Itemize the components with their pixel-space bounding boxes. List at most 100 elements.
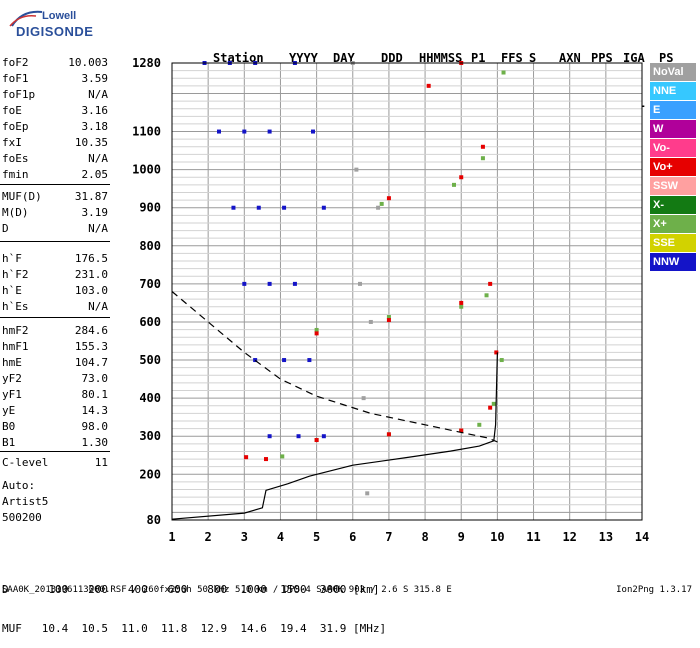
auto-line: Artist5 — [2, 495, 49, 508]
param-value: 2.05 — [81, 168, 109, 181]
echo-point — [426, 83, 431, 88]
ionogram-chart: 1 2 3 4 5 6 7 8 9 10 11 12 13 14802003004005006007008… — [132, 56, 649, 544]
echo-point — [282, 205, 287, 210]
echo-point — [459, 428, 464, 433]
param-row: h`F 176.5 — [2, 252, 108, 268]
echo-point — [491, 401, 496, 406]
y-tick-label: 200 — [139, 467, 161, 481]
header-label: PPS — [591, 51, 613, 65]
y-tick-label: 600 — [139, 315, 161, 329]
y-tick-label: 1280 — [132, 56, 161, 70]
legend-item: NNW — [650, 253, 696, 271]
echo-point — [253, 358, 258, 363]
x-tick-label: 8 — [421, 530, 428, 544]
muf-value-row: MUF 10.4 10.5 11.0 11.8 12.9 14.6 19.4 3… — [2, 622, 387, 635]
echo-point — [244, 455, 249, 460]
echo-point — [267, 434, 272, 439]
param-value: 155.3 — [74, 340, 108, 353]
param-value: 10.35 — [74, 136, 108, 149]
echo-point — [264, 457, 268, 462]
legend-item: NoVal — [650, 63, 696, 81]
echo-point — [459, 304, 464, 309]
param-key: fmin — [2, 168, 29, 181]
header-label: P1 — [471, 51, 486, 65]
x-tick-label: 5 — [313, 530, 320, 544]
param-value: N/A — [88, 222, 108, 235]
header-label: Station — [213, 51, 264, 65]
param-value: 104.7 — [74, 356, 108, 369]
legend-item: W — [650, 120, 696, 138]
param-value: 11 — [94, 456, 108, 469]
param-row: foF2 10.003 — [2, 56, 108, 72]
param-key: B1 — [2, 436, 16, 449]
y-tick-label: 900 — [139, 201, 161, 215]
param-row: foE 3.16 — [2, 104, 108, 120]
y-tick-label: 1000 — [132, 163, 161, 177]
echo-point — [267, 129, 272, 134]
param-row: C-level 11 — [2, 456, 108, 472]
x-tick-label: 10 — [490, 530, 504, 544]
param-row: foF1 3.59 — [2, 72, 108, 88]
header-label: PS — [659, 51, 674, 65]
echo-point — [242, 281, 247, 286]
param-value: 3.18 — [81, 120, 109, 133]
x-tick-label: 14 — [635, 530, 649, 544]
param-row: MUF(D) 31.87 — [2, 190, 108, 206]
param-value: 14.3 — [81, 404, 109, 417]
auto-scaling-info: Auto: Artist5 500200 — [2, 478, 48, 526]
param-row: h`E 103.0 — [2, 284, 108, 300]
param-key: hmE — [2, 356, 22, 369]
echo-point — [314, 327, 319, 332]
param-key: foEs — [2, 152, 29, 165]
echo-point — [358, 281, 362, 286]
echo-point — [231, 205, 236, 210]
param-value: 98.0 — [81, 420, 109, 433]
echo-point — [379, 201, 384, 206]
grid — [171, 62, 643, 520]
param-key: fxI — [2, 136, 22, 149]
param-row: yF1 80.1 — [2, 388, 108, 404]
echo-point — [386, 196, 391, 201]
echo-point — [296, 434, 301, 439]
param-value: 1.30 — [81, 436, 109, 449]
x-tick-label: 2 — [205, 530, 212, 544]
legend-item: X- — [650, 196, 696, 214]
echo-point — [217, 129, 221, 134]
echo-point — [256, 205, 261, 210]
param-value: 231.0 — [74, 268, 108, 281]
param-key: foF1p — [2, 88, 36, 101]
legend-item: Vo- — [650, 139, 696, 157]
param-value: 10.003 — [68, 56, 108, 69]
param-row: B1 1.30 — [2, 436, 108, 452]
echo-point — [499, 358, 504, 363]
param-value: 3.16 — [81, 104, 109, 117]
dashed-profile-curve — [171, 291, 498, 443]
file-info: SAA0K_2013196113000.RSF / 260fx256h 50 k… — [2, 585, 452, 595]
echo-point — [368, 319, 373, 324]
legend-item: SSW — [650, 177, 696, 195]
param-key: h`Es — [2, 300, 29, 313]
header-label: HHMMSS — [419, 51, 463, 65]
echo-point — [459, 175, 464, 180]
legend-item: NNE — [650, 82, 696, 100]
param-key: foF2 — [2, 56, 29, 69]
param-separator — [0, 241, 110, 242]
param-row: fmin 2.05 — [2, 168, 108, 184]
x-tick-label: 12 — [562, 530, 576, 544]
x-tick-label: 6 — [349, 530, 356, 544]
x-tick-label: 13 — [599, 530, 613, 544]
param-row: foEs N/A — [2, 152, 108, 168]
echo-point — [488, 281, 493, 286]
param-separator — [0, 317, 110, 318]
legend-item: Vo+ — [650, 158, 696, 176]
param-key: MUF(D) — [2, 190, 42, 203]
echo-point — [307, 358, 312, 363]
param-row: hmE 104.7 — [2, 356, 108, 372]
param-value: 73.0 — [81, 372, 109, 385]
auto-line: Auto: — [2, 479, 36, 492]
param-key: M(D) — [2, 206, 29, 219]
x-tick-label: 9 — [458, 530, 465, 544]
param-value: 80.1 — [81, 388, 109, 401]
param-value: 3.19 — [81, 206, 109, 219]
param-key: D — [2, 222, 9, 235]
